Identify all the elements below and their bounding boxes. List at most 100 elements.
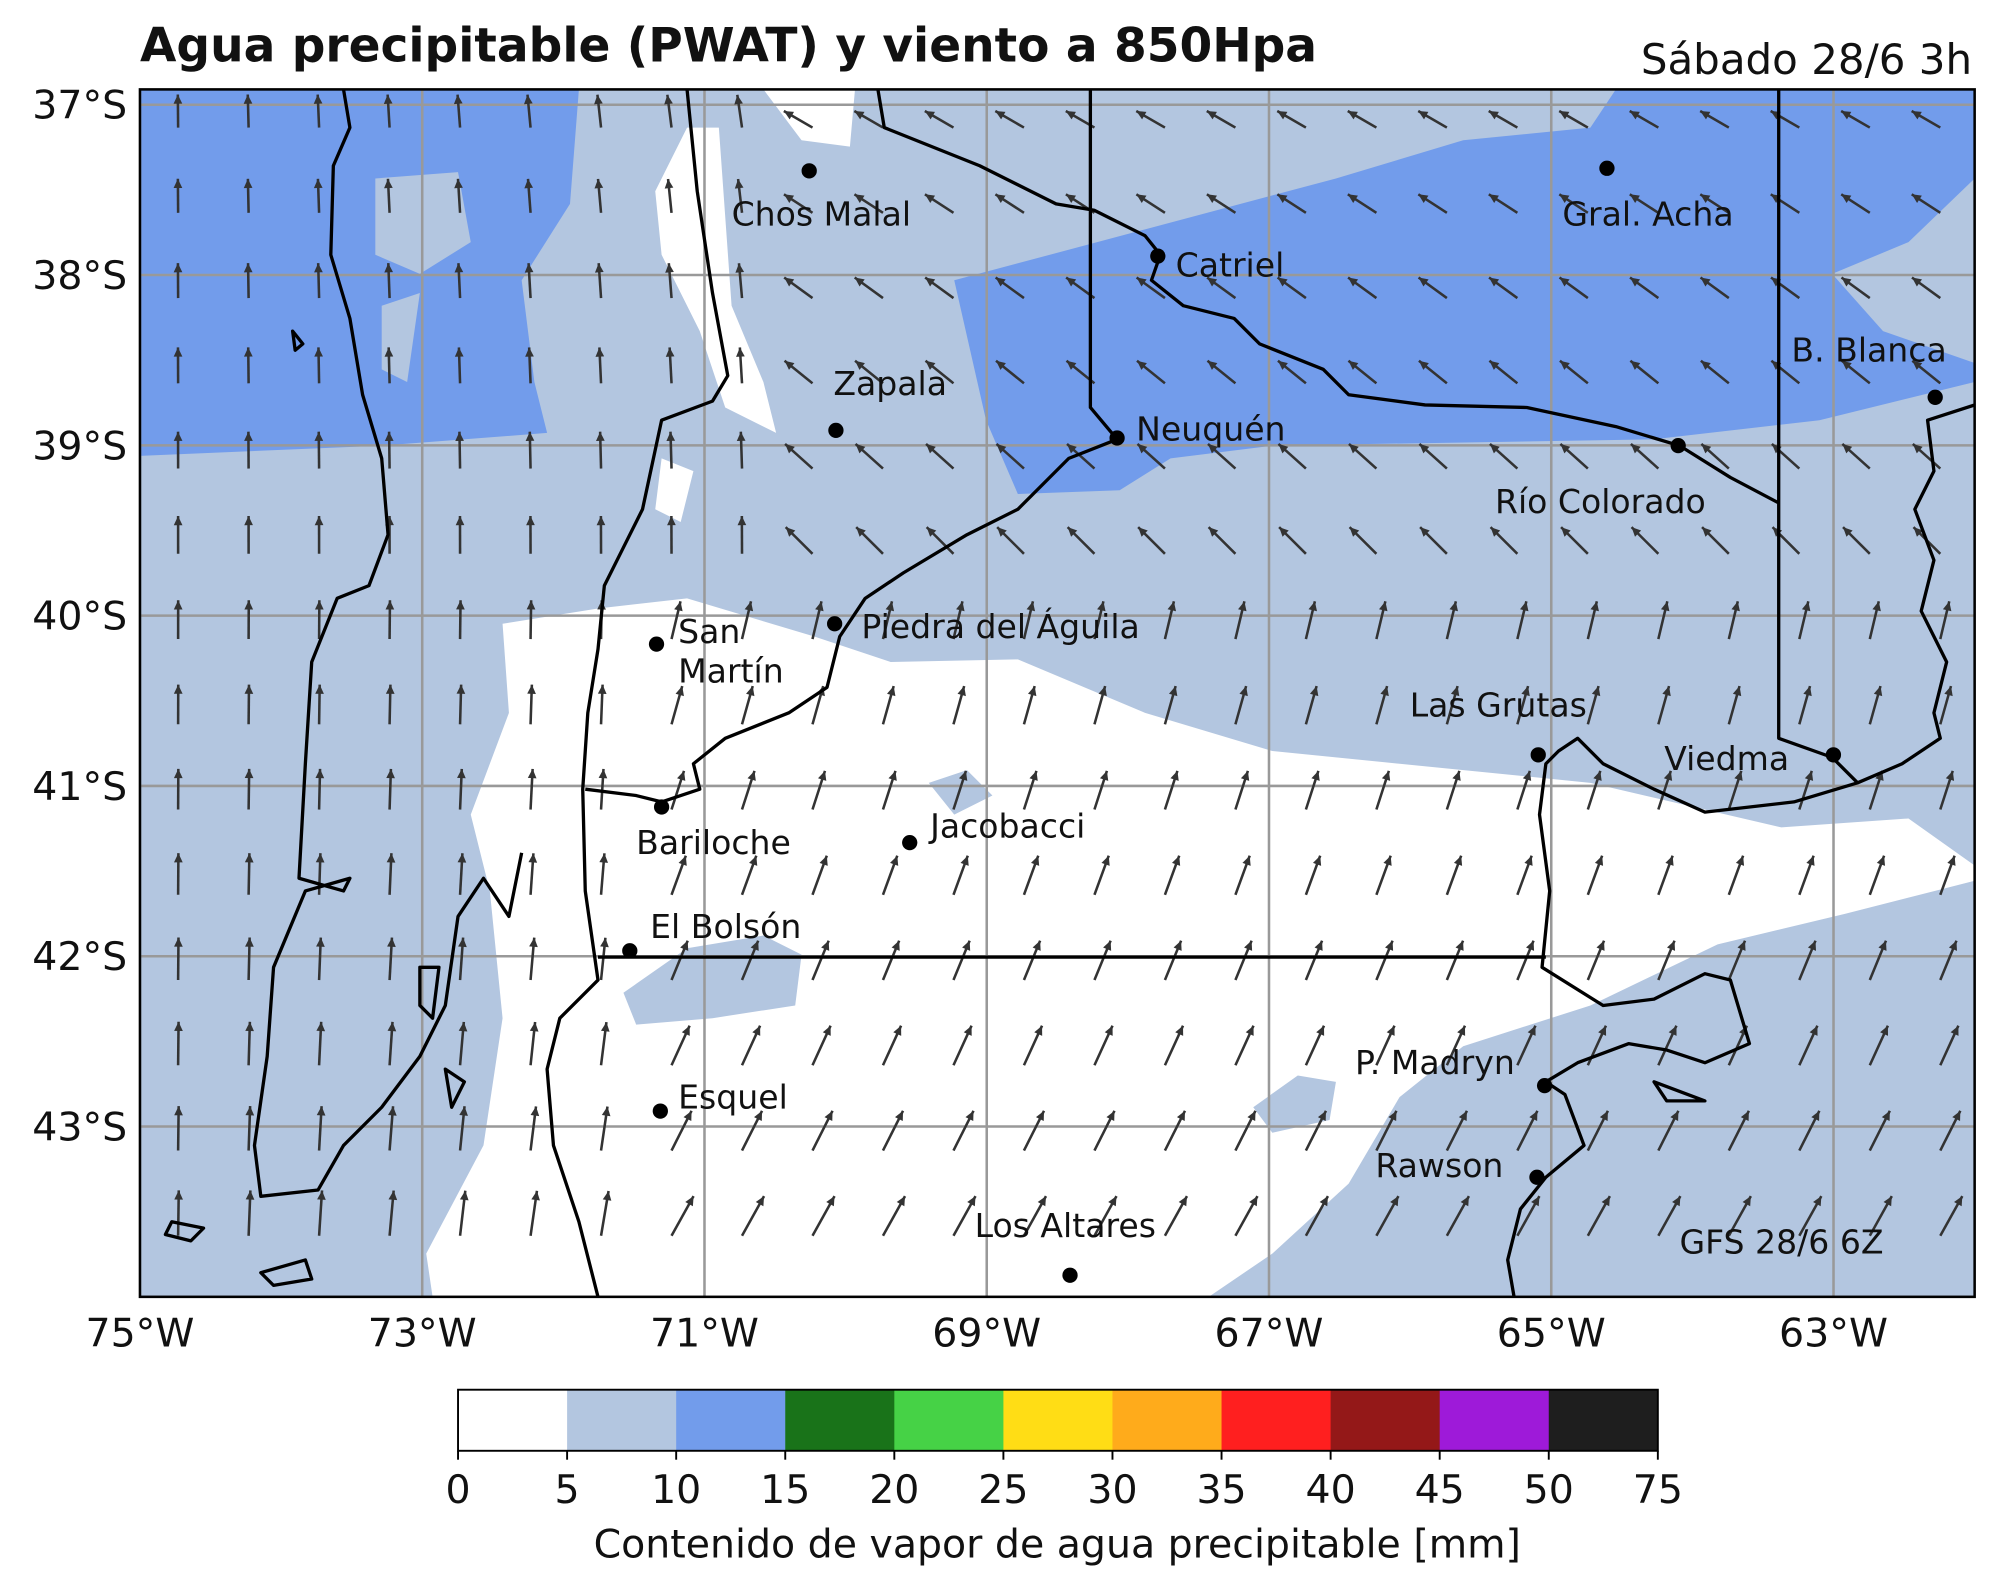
wind-arrow-head — [1277, 277, 1288, 287]
colorbar-tick-label: 5 — [555, 1467, 580, 1513]
map-area: Chos Malal Gral. Acha Catriel Zapala Neuquén… — [139, 89, 1975, 1297]
wind-arrow-head — [1700, 277, 1711, 287]
city-dot — [828, 422, 844, 439]
wind-arrow-head — [665, 347, 675, 357]
wind-arrow-head — [1521, 686, 1530, 697]
wind-arrow-head — [243, 263, 253, 273]
wind-arrow-head — [1347, 194, 1358, 203]
city-label: Viedma — [1664, 739, 1789, 778]
city-label: Las Grutas — [1410, 686, 1587, 725]
wind-arrow-head — [826, 1196, 835, 1207]
wind-arrow-head — [1240, 770, 1250, 781]
wind-arrow-head — [1277, 194, 1288, 203]
wind-arrow-head — [925, 360, 936, 370]
wind-arrow-head — [602, 1191, 612, 1201]
wind-arrow-head — [173, 94, 183, 104]
wind-arrow-head — [1880, 1025, 1889, 1036]
wind-arrow-head — [1878, 940, 1887, 951]
wind-arrow-head — [1277, 111, 1288, 120]
wind-arrow-head — [747, 770, 756, 781]
wind-arrow-head — [596, 515, 606, 526]
city-label: Catriel — [1176, 245, 1285, 284]
wind-arrow-head — [1027, 686, 1037, 697]
wind-arrow-head — [750, 940, 759, 951]
wind-arrow-head — [1591, 686, 1601, 697]
wind-arrow-head — [666, 431, 676, 442]
wind-arrow-head — [967, 1196, 976, 1207]
wind-arrow-head — [314, 600, 324, 610]
wind-arrow-head — [1700, 360, 1711, 370]
wind-arrow-head — [457, 853, 467, 863]
wind-arrow-head — [1742, 1196, 1751, 1207]
wind-arrow-head — [1913, 527, 1924, 537]
city-label: P. Madryn — [1355, 1043, 1515, 1082]
wind-arrow-head — [1168, 686, 1178, 697]
wind-arrow-head — [1390, 1196, 1399, 1207]
wind-arrow-head — [896, 1196, 906, 1207]
wind-arrow-head — [1098, 686, 1107, 697]
wind-arrow-head — [1700, 111, 1711, 120]
wind-arrow-head — [387, 937, 396, 947]
wind-arrow-head — [854, 111, 865, 120]
wind-arrow-head — [1952, 1110, 1961, 1122]
wind-arrow-head — [1418, 277, 1429, 287]
city-label: Chos Malal — [732, 195, 912, 234]
x-tick-label: 69°W — [932, 1310, 1041, 1356]
wind-arrow-head — [1804, 770, 1814, 781]
wind-arrow-head — [1813, 1196, 1822, 1207]
wind-arrow-head — [1630, 277, 1641, 287]
city-label: Rawson — [1375, 1146, 1503, 1185]
wind-arrow-head — [173, 684, 183, 694]
wind-arrow-head — [594, 263, 604, 273]
wind-arrow-head — [1559, 194, 1570, 203]
wind-arrow-head — [1136, 277, 1147, 287]
city-dot — [827, 616, 843, 632]
wind-arrow-head — [1207, 360, 1218, 370]
wind-arrow-head — [173, 263, 183, 273]
wind-arrow-head — [1670, 1110, 1679, 1122]
wind-arrow-head — [456, 600, 465, 610]
wind-arrow-head — [1665, 855, 1674, 866]
wind-arrow-head — [734, 179, 744, 189]
wind-arrow-head — [1841, 194, 1852, 203]
wind-arrow-head — [1876, 855, 1886, 866]
wind-arrow-head — [1029, 770, 1038, 781]
wind-arrow-head — [1245, 1025, 1254, 1036]
pwat-0-5 — [426, 598, 1975, 1297]
wind-arrow-head — [734, 94, 743, 105]
city-label: Zapala — [833, 364, 947, 403]
city-label: Los Altares — [975, 1206, 1156, 1245]
wind-arrow-head — [965, 1110, 974, 1122]
wind-arrow-head — [244, 684, 254, 694]
wind-arrow-head — [664, 94, 673, 105]
y-tick-label: 40°S — [32, 594, 127, 640]
model-annotation: GFS 28/6 6Z — [1679, 1223, 1883, 1262]
wind-arrow-head — [996, 360, 1006, 370]
wind-arrow-head — [1561, 527, 1571, 537]
border — [545, 89, 730, 1297]
wind-arrow-head — [1207, 277, 1218, 287]
wind-arrow-head — [995, 194, 1006, 203]
y-tick-label: 39°S — [32, 423, 127, 469]
pwat-10-15 — [139, 89, 579, 456]
wind-arrow-head — [529, 1022, 539, 1032]
colorbar-segment — [785, 1389, 895, 1451]
wind-arrow-head — [755, 1196, 765, 1207]
pwat-5-10 — [375, 172, 471, 383]
wind-arrow-head — [1247, 1110, 1256, 1122]
wind-arrow-head — [1388, 1110, 1397, 1122]
city-dot — [653, 799, 670, 815]
wind-arrow-head — [454, 347, 464, 357]
wind-arrow-head — [1035, 1110, 1045, 1122]
wind-arrow-head — [1598, 1025, 1607, 1036]
colorbar-tick-label: 0 — [445, 1467, 470, 1513]
wind-arrow-head — [1519, 601, 1529, 612]
colorbar-tick-label: 45 — [1415, 1467, 1465, 1513]
wind-arrow-head — [1662, 686, 1671, 697]
city-dot — [801, 163, 817, 179]
colorbar-segment — [1548, 1389, 1659, 1451]
colorbar-tick-label: 10 — [651, 1467, 701, 1513]
wind-arrow-head — [1347, 111, 1358, 120]
wind-arrow-head — [924, 111, 935, 120]
colorbar-tick-label: 30 — [1087, 1467, 1137, 1513]
